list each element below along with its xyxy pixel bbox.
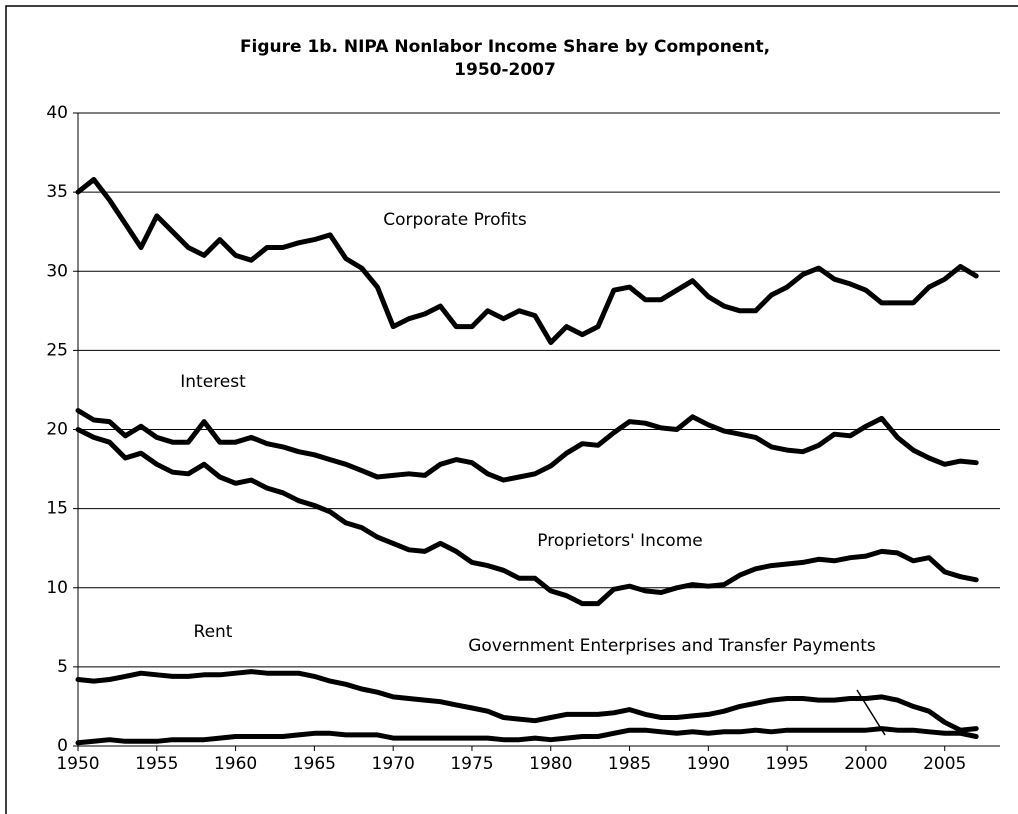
series-label: Government Enterprises and Transfer Paym…: [468, 636, 876, 656]
x-tick-label: 1970: [372, 754, 415, 774]
series-label: Rent: [194, 622, 233, 642]
chart-title: Figure 1b. NIPA Nonlabor Income Share by…: [240, 37, 770, 57]
y-tick-label: 0: [57, 736, 68, 756]
y-tick-label: 40: [46, 103, 68, 123]
series-line: [75, 427, 979, 607]
x-tick-label: 1965: [293, 754, 336, 774]
x-tick-label: 1955: [135, 754, 178, 774]
y-tick-label: 10: [46, 578, 68, 598]
x-tick-label: 1975: [450, 754, 493, 774]
x-tick-label: 1960: [214, 754, 257, 774]
x-tick-label: 1995: [766, 754, 809, 774]
y-tick-label: 20: [46, 420, 68, 440]
x-tick-label: 2000: [844, 754, 887, 774]
y-tick-label: 25: [46, 340, 68, 360]
x-tick-label: 2005: [923, 754, 966, 774]
series-line: [75, 669, 979, 733]
series-label: Corporate Profits: [383, 210, 527, 230]
series-label: Proprietors' Income: [537, 531, 702, 551]
y-tick-label: 5: [57, 657, 68, 677]
series-label: Interest: [180, 372, 246, 392]
chart-subtitle: 1950-2007: [454, 60, 556, 80]
y-tick-label: 15: [46, 499, 68, 519]
series-line: [75, 726, 979, 746]
x-tick-label: 1950: [56, 754, 99, 774]
series-line: [75, 408, 979, 483]
y-tick-label: 35: [46, 182, 68, 202]
series-line: [75, 177, 979, 345]
x-tick-label: 1990: [687, 754, 730, 774]
y-tick-label: 30: [46, 261, 68, 281]
frame: [5, 5, 1018, 814]
x-tick-label: 1985: [608, 754, 651, 774]
x-tick-label: 1980: [529, 754, 572, 774]
